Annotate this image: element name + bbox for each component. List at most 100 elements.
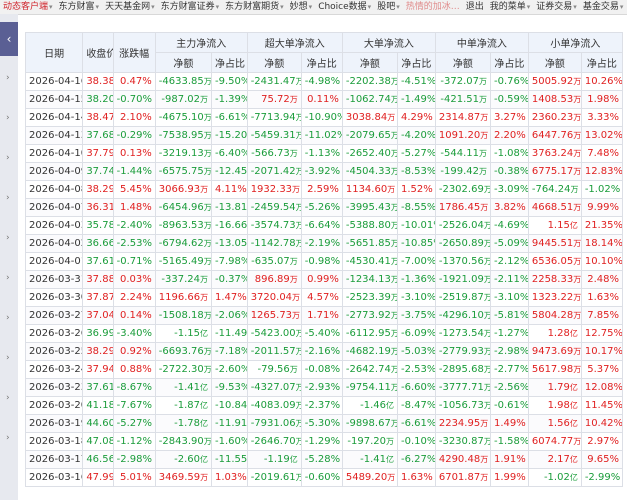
main-net-amount: -1508.18万 — [154, 306, 213, 325]
main-net-amount: 3066.93万 — [154, 180, 213, 199]
close-price-cell: 37.79 — [82, 144, 114, 163]
cell-value: -2019.61 — [250, 472, 296, 483]
medium-net-ratio: -2.77% — [490, 360, 529, 379]
cell-value: 896.89 — [254, 274, 290, 285]
medium-net-amount: 1091.20万 — [434, 126, 492, 145]
sidebar-arrow-icon[interactable]: › — [6, 433, 10, 443]
large-net-amount: -2773.92万 — [341, 306, 399, 325]
topnav-item[interactable]: 股吧▾ — [374, 0, 403, 14]
small-net-amount: 9473.69万 — [527, 342, 582, 361]
small-net-ratio: 10.10% — [580, 252, 624, 271]
medium-net-ratio: -1.08% — [490, 144, 529, 163]
sidebar-arrow-icon[interactable]: › — [6, 233, 10, 243]
super-large-net-ratio: -0.08% — [300, 360, 343, 379]
cell-unit: 亿 — [569, 419, 578, 428]
topnav-item[interactable]: 热情的加冰… — [403, 0, 463, 14]
topnav-item[interactable]: 退出 — [463, 0, 487, 14]
cell-unit: 亿 — [569, 221, 578, 230]
main-net-amount: -6794.62万 — [154, 234, 213, 253]
large-net-amount: -2652.40万 — [341, 144, 399, 163]
topnav-item[interactable]: 妙想▾ — [287, 0, 316, 14]
topnav-item[interactable]: 证券交易▾ — [533, 0, 580, 14]
cell-value: -2079.65 — [345, 130, 391, 141]
cell-value: -1.41 — [360, 454, 386, 465]
subheader-net-amount[interactable]: 净额 — [341, 52, 399, 73]
cell-unit: 万 — [573, 77, 582, 86]
small-net-amount: 6536.05万 — [527, 252, 582, 271]
topnav-item[interactable]: 基金交易▾ — [580, 0, 627, 14]
change-pct-cell: 2.24% — [112, 288, 156, 307]
header-date[interactable]: 日期 — [24, 32, 84, 73]
cell-value: -1.41 — [174, 382, 200, 393]
topnav-item[interactable]: 我的菜单▾ — [487, 0, 534, 14]
cell-unit: 万 — [573, 131, 582, 140]
topnav-item[interactable]: Choice数据▾ — [315, 0, 374, 14]
super-large-net-amount: -4327.07万 — [246, 378, 302, 397]
close-price-cell: 47.08 — [82, 432, 114, 451]
large-net-ratio: -10.01% — [397, 216, 436, 235]
cell-value: 3469.59 — [158, 472, 201, 483]
cell-value: -9754.11 — [345, 382, 391, 393]
cell-unit: 万 — [479, 77, 487, 86]
medium-net-amount: -1370.56万 — [434, 252, 492, 271]
sidebar-arrow-icon[interactable]: › — [6, 113, 10, 123]
header-change-pct[interactable]: 涨跌幅 — [112, 32, 156, 73]
cell-unit: 万 — [391, 293, 397, 302]
sidebar-arrow-icon[interactable]: › — [6, 193, 10, 203]
subheader-net-amount[interactable]: 净额 — [434, 52, 492, 73]
chevron-down-icon: ▾ — [396, 3, 400, 11]
change-pct-cell: 5.45% — [112, 180, 156, 199]
subheader-net-ratio[interactable]: 净占比 — [580, 52, 624, 73]
small-net-amount: 5617.98万 — [527, 360, 582, 379]
close-price-cell: 36.66 — [82, 234, 114, 253]
sidebar-arrow-icon[interactable]: › — [6, 313, 10, 323]
chevron-down-icon: ▾ — [49, 3, 53, 11]
cell-unit: 万 — [289, 149, 298, 158]
subheader-net-amount[interactable]: 净额 — [154, 52, 213, 73]
sidebar-arrow-icon[interactable]: › — [6, 73, 10, 83]
cell-value: 6775.17 — [531, 166, 574, 177]
sidebar-collapse-tab[interactable]: ‹ — [0, 22, 18, 56]
subheader-net-ratio[interactable]: 净占比 — [211, 52, 248, 73]
subheader-net-amount[interactable]: 净额 — [527, 52, 582, 73]
topnav-item[interactable]: 东方财富期货▾ — [222, 0, 287, 14]
topnav-item[interactable]: 东方财富证券▾ — [158, 0, 223, 14]
cell-value: 6536.05 — [531, 256, 574, 267]
medium-net-amount: -421.51万 — [434, 90, 492, 109]
topnav-item[interactable]: 动态客户端▾ — [0, 0, 56, 14]
sidebar-arrow-icon[interactable]: › — [6, 353, 10, 363]
main-net-ratio: -7.98% — [211, 252, 248, 271]
subheader-net-ratio[interactable]: 净占比 — [397, 52, 436, 73]
sidebar-arrow-icon[interactable]: › — [6, 273, 10, 283]
subheader-net-ratio[interactable]: 净占比 — [300, 52, 343, 73]
change-pct-cell: -1.12% — [112, 432, 156, 451]
cell-value: -4083.09 — [250, 400, 296, 411]
small-net-ratio: 12.83% — [580, 162, 624, 181]
cell-value: 2.17 — [547, 454, 570, 465]
table-row: 2026-03-2636.99-3.40%-1.15亿-11.49%-5423.… — [24, 324, 624, 343]
sidebar-arrow-icon[interactable]: › — [6, 393, 10, 403]
small-net-amount: 2.17亿 — [527, 450, 582, 469]
topnav-item[interactable]: 东方财富▾ — [56, 0, 103, 14]
cell-value: 5489.20 — [345, 472, 388, 483]
sidebar-arrow-icon[interactable]: › — [6, 153, 10, 163]
cell-unit: 万 — [296, 113, 301, 122]
super-large-net-amount: -4083.09万 — [246, 396, 302, 415]
cell-unit: 万 — [292, 185, 301, 194]
change-pct-cell: -1.44% — [112, 162, 156, 181]
header-close-price[interactable]: 收盘价 — [82, 32, 114, 73]
subheader-net-ratio[interactable]: 净占比 — [490, 52, 529, 73]
chevron-down-icon: ▾ — [526, 3, 531, 11]
super-large-net-amount: -5423.00万 — [246, 324, 302, 343]
cell-unit: 万 — [573, 311, 582, 320]
topnav-item[interactable]: 天天基金网▾ — [102, 0, 158, 14]
small-net-ratio: 21.35% — [580, 216, 624, 235]
subheader-net-amount[interactable]: 净额 — [246, 52, 302, 73]
super-large-net-ratio: -2.19% — [300, 234, 343, 253]
cell-value: -4296.10 — [438, 310, 484, 321]
cell-unit: 亿 — [569, 401, 578, 410]
cell-unit: 万 — [203, 239, 212, 248]
medium-net-ratio: -0.59% — [490, 90, 529, 109]
medium-net-ratio: 3.82% — [490, 198, 529, 217]
cell-unit: 万 — [573, 149, 582, 158]
